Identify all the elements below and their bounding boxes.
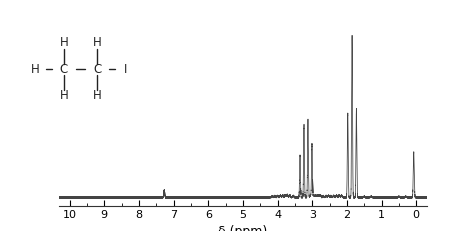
Text: H: H bbox=[60, 36, 68, 49]
Text: H: H bbox=[93, 36, 101, 49]
Text: H: H bbox=[31, 63, 40, 76]
X-axis label: δ (ppm): δ (ppm) bbox=[219, 225, 267, 231]
Text: I: I bbox=[124, 63, 128, 76]
Text: C: C bbox=[93, 63, 101, 76]
Text: H: H bbox=[60, 89, 68, 102]
Text: H: H bbox=[93, 89, 101, 102]
Text: C: C bbox=[60, 63, 68, 76]
